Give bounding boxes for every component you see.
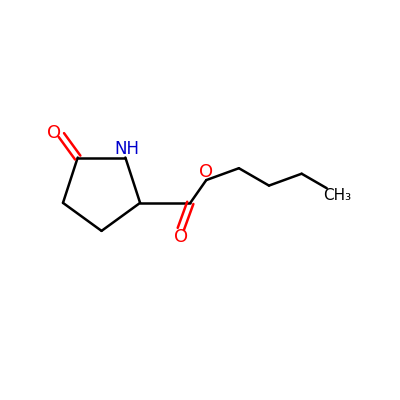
Text: O: O	[174, 228, 188, 246]
Text: O: O	[199, 163, 213, 181]
Text: O: O	[47, 124, 62, 142]
Text: CH₃: CH₃	[324, 188, 352, 203]
Text: NH: NH	[115, 140, 140, 158]
